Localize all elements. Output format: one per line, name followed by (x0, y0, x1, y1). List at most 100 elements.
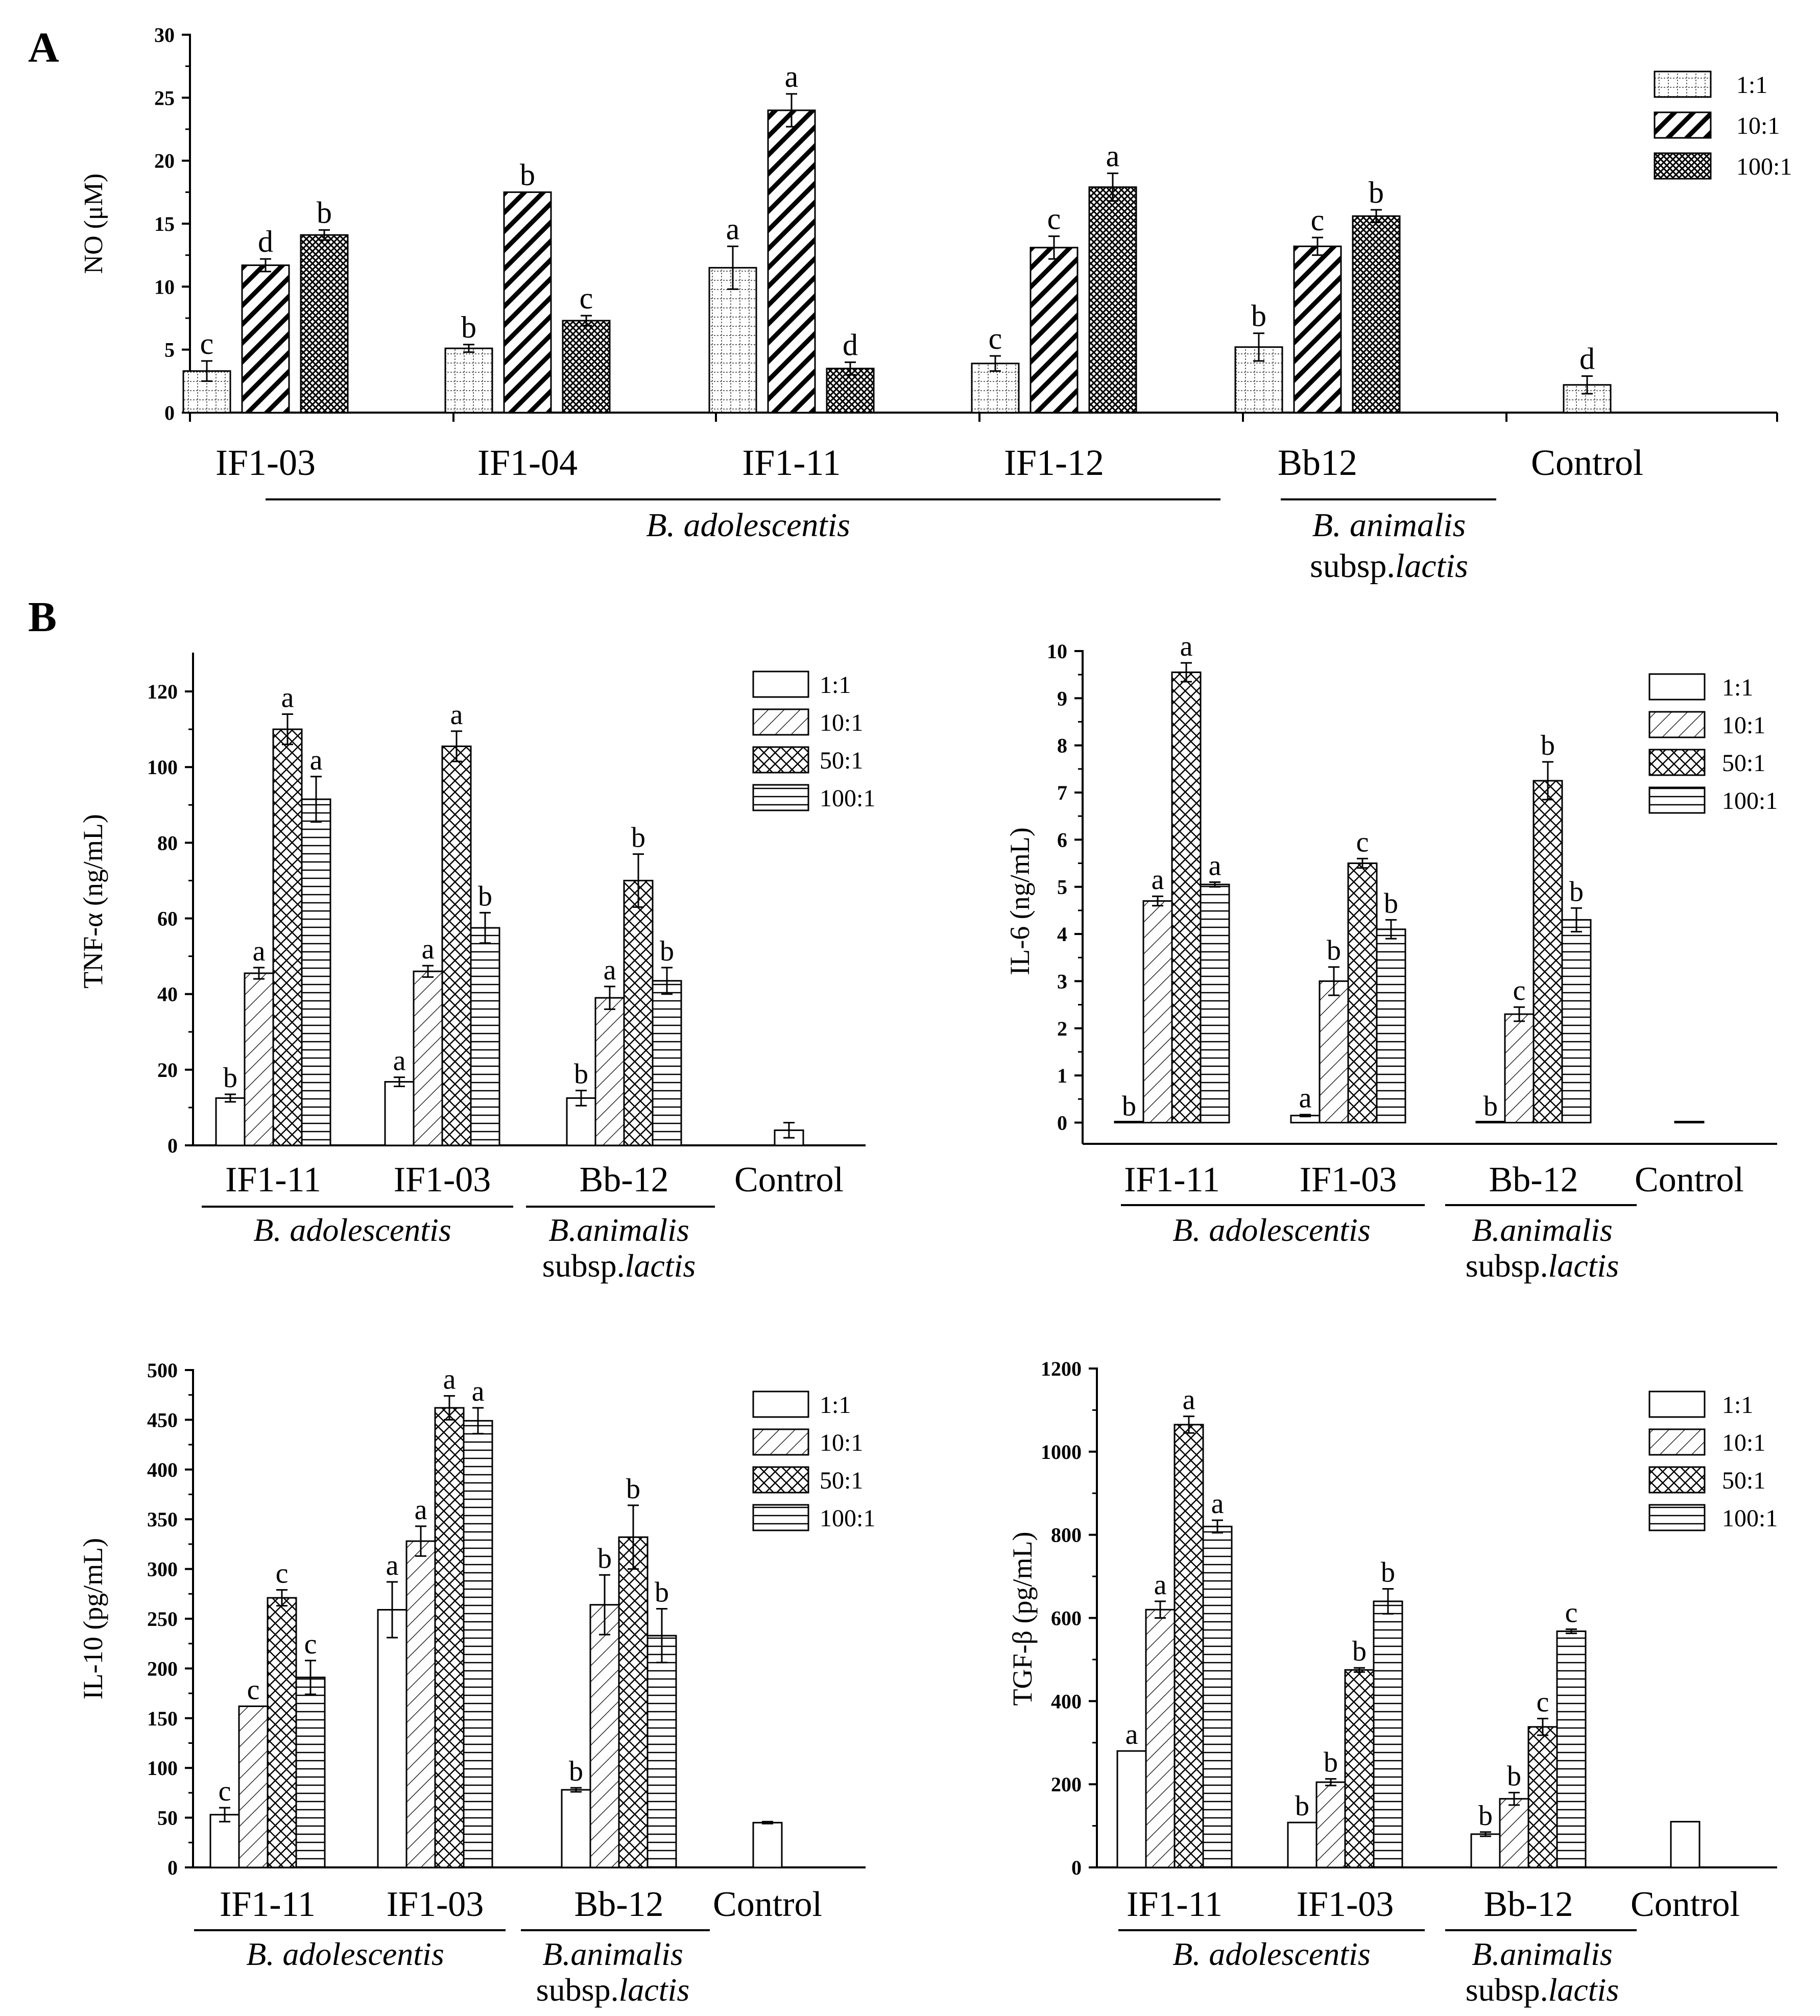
bar (1293, 245, 1342, 414)
category-label: IF1-03 (215, 442, 316, 483)
y-tick-label: 10 (1047, 640, 1067, 663)
bar (209, 1814, 240, 1868)
significance-letter: a (1152, 864, 1164, 896)
significance-letter: b (223, 1062, 237, 1094)
legend-label: 100:1 (1736, 153, 1792, 180)
y-tick-label: 10 (154, 275, 175, 298)
bar (1499, 1798, 1529, 1868)
y-tick-label: 4 (1057, 923, 1067, 946)
bar (1532, 780, 1563, 1123)
bar (1171, 671, 1202, 1123)
category-label: IF1-03 (1300, 1160, 1397, 1199)
category-label: Bb-12 (1489, 1160, 1578, 1199)
taxon-label: B. adolescentis (253, 1212, 451, 1248)
bar (708, 267, 757, 414)
bar (241, 264, 290, 414)
significance-letter: a (450, 699, 463, 731)
category-label: IF1-12 (1004, 442, 1104, 483)
significance-letter: a (1183, 1384, 1195, 1416)
bar (441, 745, 472, 1146)
category-label: IF1-11 (1124, 1160, 1220, 1199)
significance-letter: a (253, 935, 266, 967)
significance-letter: a (310, 745, 323, 776)
significance-letter: c (1356, 826, 1369, 858)
bar (1202, 1525, 1233, 1868)
bar (377, 1609, 408, 1868)
significance-letter: a (422, 933, 435, 965)
significance-letter: b (1569, 876, 1584, 907)
legend-label: 10:1 (1722, 712, 1765, 739)
category-label: Control (1631, 1885, 1740, 1924)
y-tick-label: 0 (1071, 1856, 1082, 1879)
y-tick-label: 0 (164, 401, 175, 424)
significance-letter: b (574, 1059, 588, 1090)
significance-letter: c (1537, 1687, 1549, 1718)
legend-label: 50:1 (1722, 1467, 1765, 1494)
bar (470, 927, 500, 1146)
legend-swatch (1654, 70, 1712, 98)
bar (405, 1540, 436, 1868)
bar (1145, 1609, 1176, 1868)
y-axis-label: IL-10 (pg/mL) (78, 1538, 108, 1699)
y-tick-label: 120 (147, 680, 178, 703)
significance-letter: b (520, 158, 535, 191)
y-axis-label: NO (μM) (79, 174, 108, 274)
significance-letter: b (317, 196, 332, 229)
significance-letter: c (580, 281, 593, 315)
legend-swatch (752, 1504, 809, 1531)
legend-swatch (1654, 111, 1712, 139)
y-tick-label: 100 (147, 756, 178, 779)
bar (463, 1420, 493, 1868)
legend-label: 10:1 (820, 1429, 863, 1456)
y-tick-label: 25 (154, 86, 175, 109)
legend: 1:1 10:1 50:1 100:1 (752, 1390, 875, 1532)
y-tick-label: 350 (147, 1508, 178, 1531)
bar (1116, 1750, 1147, 1868)
significance-letter: a (443, 1364, 456, 1396)
significance-letter: b (655, 1577, 669, 1609)
legend-swatch (752, 784, 809, 811)
legend-label: 1:1 (1736, 71, 1767, 99)
taxon-label: B.animalis (1472, 1936, 1613, 1972)
bar (1287, 1821, 1318, 1868)
bar (1352, 215, 1401, 414)
legend-label: 50:1 (1722, 750, 1765, 777)
significance-letter: a (1125, 1719, 1138, 1750)
panel-label-a: A (28, 24, 59, 71)
significance-letter: c (304, 1628, 317, 1660)
bar (1504, 1013, 1535, 1123)
y-tick-label: 400 (147, 1458, 178, 1481)
category-label: Bb12 (1278, 442, 1357, 483)
y-tick-label: 1 (1057, 1064, 1067, 1087)
bar (1319, 980, 1349, 1123)
taxon-label: subsp.lactis (1466, 1247, 1619, 1284)
significance-letter: d (1579, 342, 1595, 375)
category-label: IF1-11 (225, 1160, 321, 1199)
legend-label: 100:1 (1722, 1505, 1778, 1532)
y-tick-label: 600 (1051, 1607, 1082, 1630)
bar (413, 970, 443, 1146)
y-tick-label: 40 (157, 983, 178, 1006)
significance-letter: c (276, 1558, 289, 1590)
legend-swatch (752, 708, 809, 736)
significance-letter: a (785, 60, 799, 93)
y-tick-label: 15 (154, 212, 175, 235)
legend-swatch (752, 1428, 809, 1456)
significance-letter: b (1483, 1090, 1498, 1122)
y-tick-label: 1200 (1041, 1357, 1082, 1380)
bar (594, 997, 625, 1146)
bar (503, 191, 552, 414)
bar (1029, 247, 1079, 414)
bar (1174, 1424, 1204, 1868)
legend: 1:1 10:1 100:1 (1654, 70, 1792, 180)
significance-letter: b (660, 935, 674, 967)
y-tick-label: 6 (1057, 828, 1067, 851)
category-label: Bb-12 (574, 1885, 664, 1924)
significance-letter: b (461, 310, 476, 344)
taxon-label: B.animalis (542, 1936, 683, 1972)
legend-swatch (752, 670, 809, 698)
chart-a: 0 5 10 15 20 25 30 NO (μM) c d b IF1-03 b b c IF1-04 a a d… (79, 23, 1792, 585)
taxon-label: B. adolescentis (646, 507, 850, 544)
bar (1088, 186, 1137, 414)
